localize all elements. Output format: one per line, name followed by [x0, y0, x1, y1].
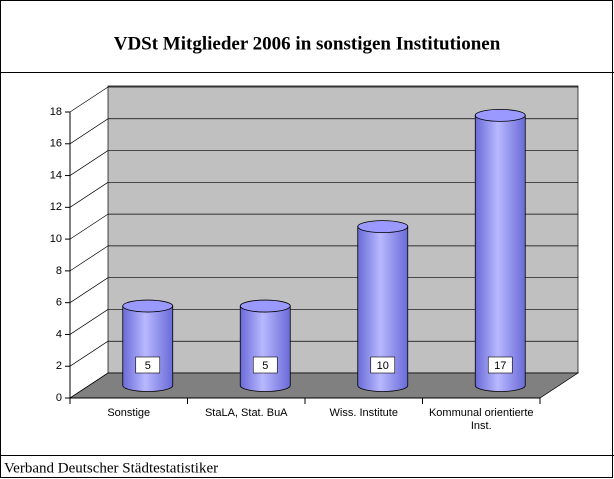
value-label: 17 — [494, 360, 506, 372]
value-label-box — [135, 356, 161, 374]
y-tick-label: 8 — [56, 265, 62, 277]
grid-line — [69, 309, 109, 335]
grid-line — [69, 277, 109, 303]
y-tick-label: 4 — [56, 328, 62, 340]
y-tick-label: 16 — [50, 138, 62, 150]
bar — [474, 108, 526, 392]
value-label-box — [487, 356, 513, 374]
bar-body — [122, 305, 174, 392]
grid-line — [69, 245, 109, 272]
value-label: 5 — [145, 360, 151, 372]
bar — [122, 299, 174, 392]
bar-top — [474, 108, 526, 122]
value-label-box — [370, 356, 396, 374]
y-tick-label: 0 — [56, 392, 62, 404]
x-tick-label: Wiss. Institute — [329, 407, 398, 419]
grid-line — [69, 340, 109, 367]
value-label: 10 — [377, 360, 389, 372]
grid-line — [69, 86, 109, 113]
y-tick-label: 14 — [50, 169, 62, 181]
bar-body — [474, 114, 526, 392]
bar-body — [239, 305, 291, 392]
x-tick-label: Kommunal orientierte Inst. — [428, 407, 534, 432]
grid-line — [69, 182, 109, 208]
bar-top — [239, 299, 291, 313]
footer: Verband Deutscher Städtestatistiker — [4, 460, 218, 476]
grid-line — [69, 118, 109, 145]
bar-top — [357, 220, 409, 234]
y-tick-label: 12 — [50, 201, 62, 213]
x-tick-label: StaLA, Stat. BuA — [204, 407, 288, 419]
y-tick-label: 18 — [50, 106, 62, 118]
bar-top — [122, 299, 174, 313]
grid-line — [69, 213, 109, 240]
value-label: 5 — [262, 360, 268, 372]
y-tick-label: 6 — [56, 297, 62, 309]
y-tick-label: 2 — [56, 360, 62, 372]
value-label-box — [252, 356, 278, 374]
bar — [239, 299, 291, 392]
x-tick-label: Sonstige — [107, 407, 151, 419]
grid-line — [69, 150, 109, 176]
y-tick-label: 10 — [50, 233, 62, 245]
bar — [357, 220, 409, 392]
grid-line — [69, 372, 109, 399]
chart-title: VDSt Mitglieder 2006 in sonstigen Instit… — [114, 33, 501, 54]
bar-body — [357, 226, 409, 392]
